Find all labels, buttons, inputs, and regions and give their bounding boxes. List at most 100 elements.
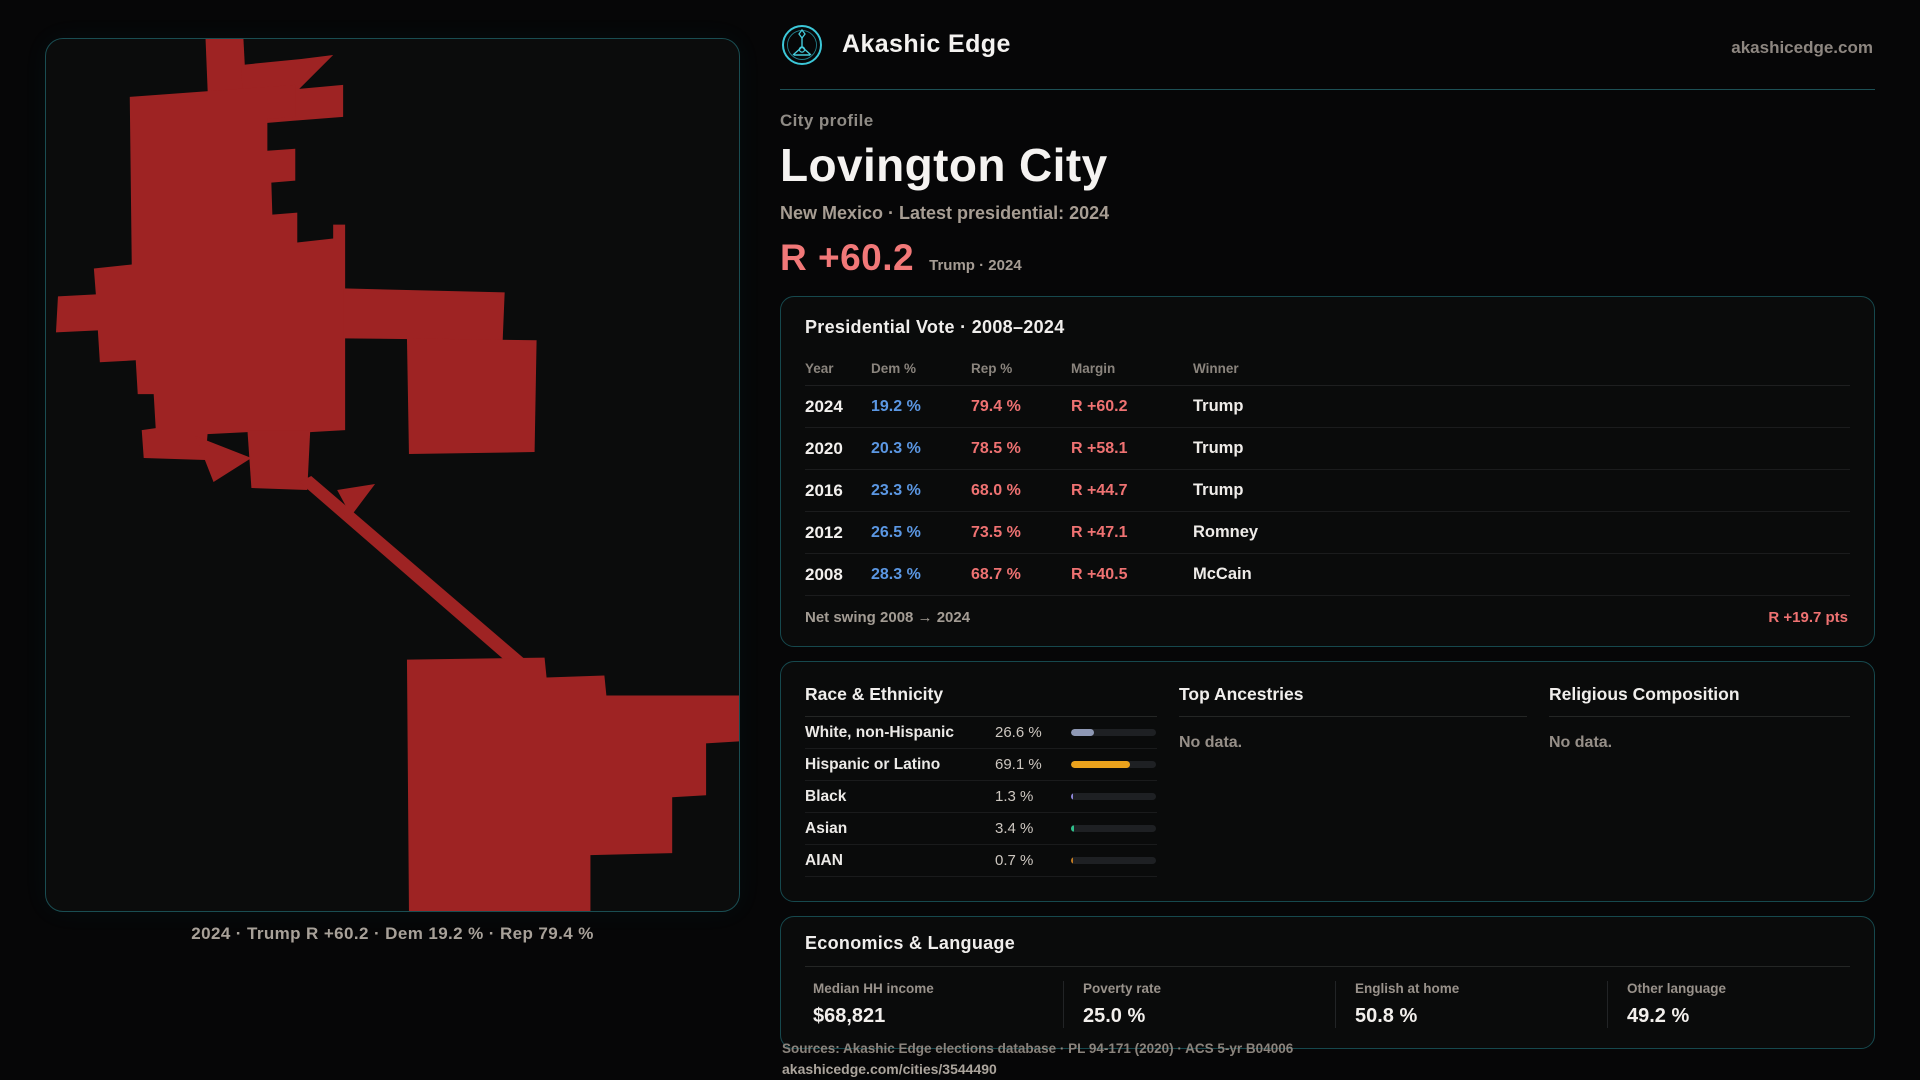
stat-median-hh-income: Median HH income $68,821 (805, 981, 1063, 1028)
net-swing-label: Net swing 2008 → 2024 (805, 609, 971, 626)
col-dem: Dem % (871, 361, 917, 376)
list-item: Black 1.3 % (805, 781, 1157, 813)
page-title: Lovington City (780, 139, 1108, 191)
vote-table-header: Year Dem % Rep % Margin Winner (805, 352, 1850, 386)
race-label: AIAN (805, 851, 843, 869)
top-ancestries-column: Top Ancestries No data. (1179, 684, 1527, 877)
city-map-panel (45, 38, 740, 912)
table-row: 2020 20.3 % 78.5 % R +58.1 Trump (805, 428, 1850, 470)
dem-cell: 26.5 % (871, 523, 921, 541)
rep-cell: 73.5 % (971, 523, 1021, 541)
race-bar (1071, 761, 1130, 768)
margin-cell: R +60.2 (1071, 397, 1128, 415)
col-rep: Rep % (971, 361, 1013, 376)
presidential-vote-panel: Presidential Vote · 2008–2024 Year Dem %… (780, 296, 1875, 647)
religion-column: Religious Composition No data. (1549, 684, 1850, 877)
year-cell: 2016 (805, 480, 843, 500)
net-swing-value: R +19.7 pts (1768, 609, 1848, 626)
economics-stats: Median HH income $68,821 Poverty rate 25… (805, 981, 1850, 1028)
race-bar (1071, 825, 1074, 832)
stat-label: Poverty rate (1083, 981, 1162, 996)
headline-margin: R +60.2 (780, 237, 915, 278)
table-row: 2008 28.3 % 68.7 % R +40.5 McCain (805, 554, 1850, 596)
stat-label: English at home (1355, 981, 1460, 996)
ancestries-empty-state: No data. (1179, 734, 1243, 751)
dem-cell: 28.3 % (871, 565, 921, 583)
winner-cell: Romney (1193, 523, 1259, 541)
winner-cell: McCain (1193, 565, 1252, 583)
race-label: White, non-Hispanic (805, 723, 954, 741)
race-value: 3.4 % (995, 820, 1034, 837)
stat-english-at-home: English at home 50.8 % (1335, 981, 1607, 1028)
dem-cell: 23.3 % (871, 481, 921, 499)
religion-title: Religious Composition (1549, 684, 1850, 717)
table-row: 2012 26.5 % 73.5 % R +47.1 Romney (805, 512, 1850, 554)
city-boundary-shape (55, 39, 739, 911)
race-label: Black (805, 787, 847, 805)
divider (805, 966, 1850, 967)
stat-other-language: Other language 49.2 % (1607, 981, 1850, 1028)
race-bar-track (1071, 729, 1156, 736)
margin-cell: R +47.1 (1071, 523, 1128, 541)
margin-cell: R +44.7 (1071, 481, 1128, 499)
brand-domain-link[interactable]: akashicedge.com (1731, 38, 1873, 57)
list-item: Asian 3.4 % (805, 813, 1157, 845)
race-title: Race & Ethnicity (805, 684, 1157, 717)
city-map (55, 39, 739, 911)
ancestries-title: Top Ancestries (1179, 684, 1527, 717)
dem-cell: 19.2 % (871, 397, 921, 415)
race-bar (1071, 729, 1094, 736)
kicker: City profile (780, 111, 874, 130)
headline-context: Trump · 2024 (929, 257, 1022, 274)
race-label: Hispanic or Latino (805, 755, 941, 773)
winner-cell: Trump (1193, 439, 1244, 457)
year-cell: 2024 (805, 396, 843, 416)
race-bar (1071, 857, 1073, 864)
race-ethnicity-column: Race & Ethnicity White, non-Hispanic 26.… (805, 684, 1157, 877)
economics-title: Economics & Language (805, 933, 1016, 953)
map-caption: 2024 · Trump R +60.2 · Dem 19.2 % · Rep … (191, 924, 594, 943)
permalink[interactable]: akashicedge.com/cities/3544490 (782, 1061, 997, 1077)
rep-cell: 78.5 % (971, 439, 1021, 457)
net-swing-row: Net swing 2008 → 2024 R +19.7 pts (805, 596, 1850, 634)
race-bar-track (1071, 825, 1156, 832)
dem-cell: 20.3 % (871, 439, 921, 457)
table-row: 2024 19.2 % 79.4 % R +60.2 Trump (805, 386, 1850, 428)
stat-label: Other language (1627, 981, 1727, 996)
year-cell: 2020 (805, 438, 843, 458)
race-value: 26.6 % (995, 724, 1042, 741)
table-row: 2016 23.3 % 68.0 % R +44.7 Trump (805, 470, 1850, 512)
stat-value: 49.2 % (1627, 1005, 1690, 1027)
stat-value: 25.0 % (1083, 1005, 1146, 1027)
akashic-edge-logo-icon[interactable] (780, 23, 824, 67)
headline-margin-row: R +60.2 Trump · 2024 (780, 237, 1875, 279)
rep-cell: 68.7 % (971, 565, 1021, 583)
margin-cell: R +40.5 (1071, 565, 1128, 583)
race-value: 1.3 % (995, 788, 1034, 805)
winner-cell: Trump (1193, 481, 1244, 499)
race-bar-track (1071, 793, 1156, 800)
col-year: Year (805, 361, 834, 376)
list-item: White, non-Hispanic 26.6 % (805, 717, 1157, 749)
race-bar (1071, 793, 1073, 800)
header: Akashic Edge akashicedge.com (780, 0, 1875, 90)
year-cell: 2012 (805, 522, 843, 542)
race-value: 69.1 % (995, 756, 1042, 773)
vote-panel-title: Presidential Vote · 2008–2024 (805, 317, 1065, 337)
rep-cell: 79.4 % (971, 397, 1021, 415)
race-bar-track (1071, 857, 1156, 864)
winner-cell: Trump (1193, 397, 1244, 415)
stat-label: Median HH income (813, 981, 934, 996)
margin-cell: R +58.1 (1071, 439, 1128, 457)
race-value: 0.7 % (995, 852, 1034, 869)
stat-value: 50.8 % (1355, 1005, 1418, 1027)
demographics-panel: Race & Ethnicity White, non-Hispanic 26.… (780, 661, 1875, 902)
subtitle: New Mexico · Latest presidential: 2024 (780, 203, 1110, 223)
stat-poverty-rate: Poverty rate 25.0 % (1063, 981, 1335, 1028)
rep-cell: 68.0 % (971, 481, 1021, 499)
sources-line: Sources: Akashic Edge elections database… (782, 1041, 1294, 1056)
economics-panel: Economics & Language Median HH income $6… (780, 916, 1875, 1049)
race-bar-track (1071, 761, 1156, 768)
stat-value: $68,821 (813, 1005, 886, 1027)
